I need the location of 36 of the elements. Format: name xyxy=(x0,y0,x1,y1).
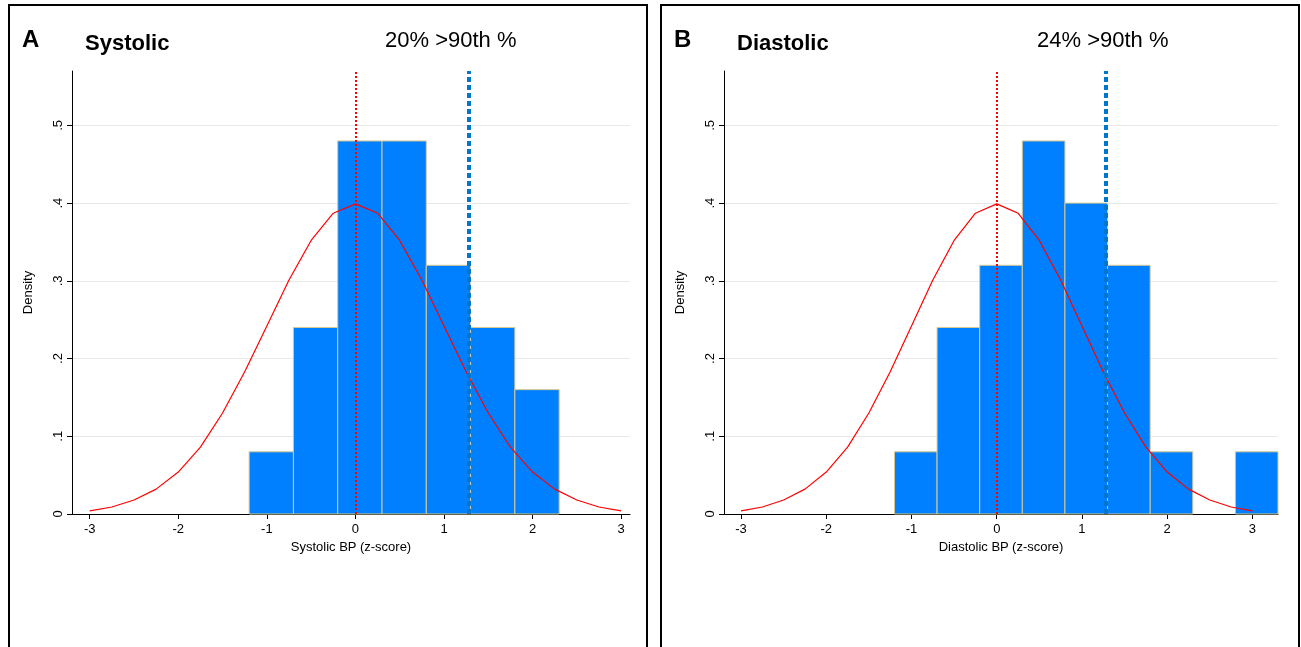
chart-title: Diastolic xyxy=(737,29,829,55)
y-tick-label: .1 xyxy=(50,430,65,442)
x-tick-label: 3 xyxy=(617,521,625,536)
x-tick-label: -1 xyxy=(261,521,273,536)
y-tick-label: .3 xyxy=(702,275,717,287)
x-tick-label: 3 xyxy=(1248,521,1257,536)
x-axis-title: Diastolic BP (z-score) xyxy=(938,538,1064,554)
x-tick-label: -2 xyxy=(820,521,833,536)
y-axis-title: Density xyxy=(672,270,687,315)
x-tick-label: -3 xyxy=(83,521,96,536)
x-tick-label: 2 xyxy=(1163,521,1171,536)
y-tick-label: .1 xyxy=(702,430,717,442)
text: A xyxy=(22,24,40,52)
y-tick-label: .5 xyxy=(50,119,65,131)
x-tick-label: 0 xyxy=(351,521,360,536)
y-tick-label: .2 xyxy=(702,353,717,364)
y-tick-label: .4 xyxy=(50,197,65,209)
y-tick-label: 0 xyxy=(702,510,717,518)
text: 24% >90th % xyxy=(1037,26,1169,52)
x-tick-label: -3 xyxy=(735,521,747,536)
x-tick-label: -1 xyxy=(905,521,918,536)
y-tick-label: .3 xyxy=(50,275,65,287)
text: B xyxy=(674,24,692,52)
x-tick-label: -2 xyxy=(172,521,185,536)
chart-title: Systolic xyxy=(85,29,170,55)
x-tick-label: 1 xyxy=(440,521,448,536)
y-tick-label: .4 xyxy=(702,197,717,209)
x-tick-label: 2 xyxy=(528,521,537,536)
text: 20% >90th % xyxy=(385,26,517,52)
x-tick-label: 1 xyxy=(1078,521,1086,536)
y-tick-label: 0 xyxy=(50,510,65,518)
y-tick-label: .2 xyxy=(50,353,65,364)
y-tick-label: .5 xyxy=(702,119,717,131)
y-axis-title: Density xyxy=(20,270,35,315)
x-axis-title: Systolic BP (z-score) xyxy=(290,538,412,554)
x-tick-label: 0 xyxy=(993,521,1001,536)
